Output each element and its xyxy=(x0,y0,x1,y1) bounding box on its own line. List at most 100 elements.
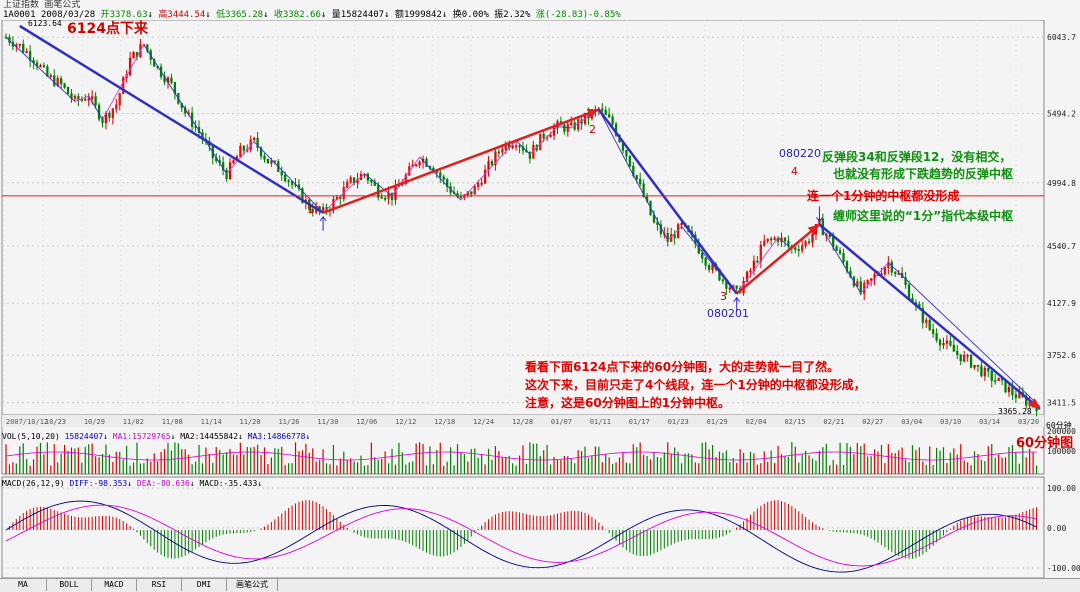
tab-macd[interactable]: MACD xyxy=(92,579,137,591)
x-tick-label: 11/08 xyxy=(162,418,183,426)
candle-body xyxy=(1014,394,1018,399)
volume-bar xyxy=(942,447,945,474)
volume-bar xyxy=(615,462,617,474)
volume-bar xyxy=(880,445,883,474)
candle-body xyxy=(25,51,28,53)
candle-body xyxy=(969,354,973,368)
candle-body xyxy=(842,253,845,263)
volume-bar xyxy=(1008,447,1010,474)
candle-body xyxy=(770,238,773,241)
volume-bar xyxy=(1025,457,1027,474)
volume-bar xyxy=(343,451,345,474)
pen-line xyxy=(143,44,227,174)
volume-bar xyxy=(394,464,397,474)
date-080201: 080201 xyxy=(707,307,749,320)
volume-bar xyxy=(50,465,52,474)
pen-line xyxy=(777,237,793,250)
macd-tick-label: 0.00 xyxy=(1047,524,1066,533)
volume-bar xyxy=(98,457,100,474)
tab-ma[interactable]: MA xyxy=(0,579,47,591)
candle-body xyxy=(835,246,838,251)
axis-labels: 6043.75494.24994.84540.74127.93752.63411… xyxy=(6,33,1080,573)
tab-pen-formula[interactable]: 画笔公式 xyxy=(227,579,278,591)
candle-body xyxy=(514,145,518,148)
volume-bar xyxy=(157,461,159,474)
x-tick-label: 03/20 xyxy=(1018,418,1039,426)
volume-bar xyxy=(381,458,383,474)
volume-bar xyxy=(505,457,507,474)
volume-bar xyxy=(267,463,269,474)
x-tick-label: 12/24 xyxy=(473,418,494,426)
volume-bar xyxy=(229,448,231,474)
pen-line xyxy=(529,126,558,155)
volume-bar xyxy=(873,449,876,474)
x-tick-label: 11/20 xyxy=(240,418,261,426)
candle-body xyxy=(656,221,659,226)
volume-bar xyxy=(546,444,548,474)
volume-bar xyxy=(498,450,500,474)
volume-bar xyxy=(353,461,355,474)
candle-body xyxy=(59,78,63,85)
pen-line xyxy=(736,237,779,294)
volume-bar xyxy=(970,465,972,474)
candle-body xyxy=(904,277,907,286)
volume-bar xyxy=(518,455,521,474)
candle-body xyxy=(890,262,893,273)
candle-body xyxy=(666,233,669,242)
volume-bar xyxy=(849,446,852,474)
volume-tick-label: 100000 xyxy=(1047,447,1076,456)
volume-bar xyxy=(529,442,531,474)
chart-canvas[interactable]: 6043.75494.24994.84540.74127.93752.63411… xyxy=(0,20,1080,578)
pen-line xyxy=(322,173,365,213)
candle-body xyxy=(773,237,776,240)
volume-bar xyxy=(60,453,62,474)
volume-bar xyxy=(284,465,286,474)
candle-body xyxy=(263,155,266,160)
candle-body xyxy=(952,344,955,352)
price-tick-label: 3411.5 xyxy=(1047,399,1076,408)
price-tick-label: 4127.9 xyxy=(1047,299,1076,308)
tab-rsi[interactable]: RSI xyxy=(137,579,182,591)
candle-body xyxy=(639,178,642,185)
tab-dmi[interactable]: DMI xyxy=(182,579,227,591)
volume-bar xyxy=(463,454,466,474)
volume-bar xyxy=(674,447,676,474)
volume-bar xyxy=(356,462,359,474)
volume-bar xyxy=(636,447,638,474)
volume-bar xyxy=(708,449,710,474)
tab-boll[interactable]: BOLL xyxy=(47,579,92,591)
volume-bar xyxy=(377,460,379,474)
volume-bar xyxy=(570,458,572,474)
candle-body xyxy=(894,271,897,275)
volume-bar xyxy=(660,457,662,474)
volume-bar xyxy=(836,464,838,474)
volume-bar xyxy=(918,447,920,474)
volume-bar xyxy=(439,442,441,474)
candle-body xyxy=(963,355,966,362)
candle-body xyxy=(601,108,604,111)
segment-line xyxy=(818,223,1041,410)
pen-line xyxy=(667,226,682,241)
x-tick-label: 11/14 xyxy=(201,418,222,426)
volume-bar xyxy=(1035,465,1038,474)
candle-body xyxy=(239,146,242,158)
low-marker-arrowhead xyxy=(319,216,327,222)
period-label[interactable]: 60分钟 xyxy=(1046,421,1072,430)
volume-bar xyxy=(236,454,238,474)
volume-bar xyxy=(760,463,762,474)
candle-body xyxy=(983,367,987,377)
x-tick-label: 03/04 xyxy=(901,418,922,426)
volume-bar xyxy=(450,447,452,474)
volume-bar xyxy=(194,461,197,474)
candle-body xyxy=(91,96,94,99)
volume-bar xyxy=(753,453,755,474)
candle-body xyxy=(745,271,749,282)
volume-bar xyxy=(1029,448,1031,474)
x-tick-label: 12/28 xyxy=(512,418,533,426)
volume-bar xyxy=(63,444,66,474)
volume-bar xyxy=(898,450,900,474)
volume-bar xyxy=(274,448,276,474)
volume-bar xyxy=(432,464,434,474)
volume-bar xyxy=(515,465,517,474)
candle-body xyxy=(701,252,704,259)
